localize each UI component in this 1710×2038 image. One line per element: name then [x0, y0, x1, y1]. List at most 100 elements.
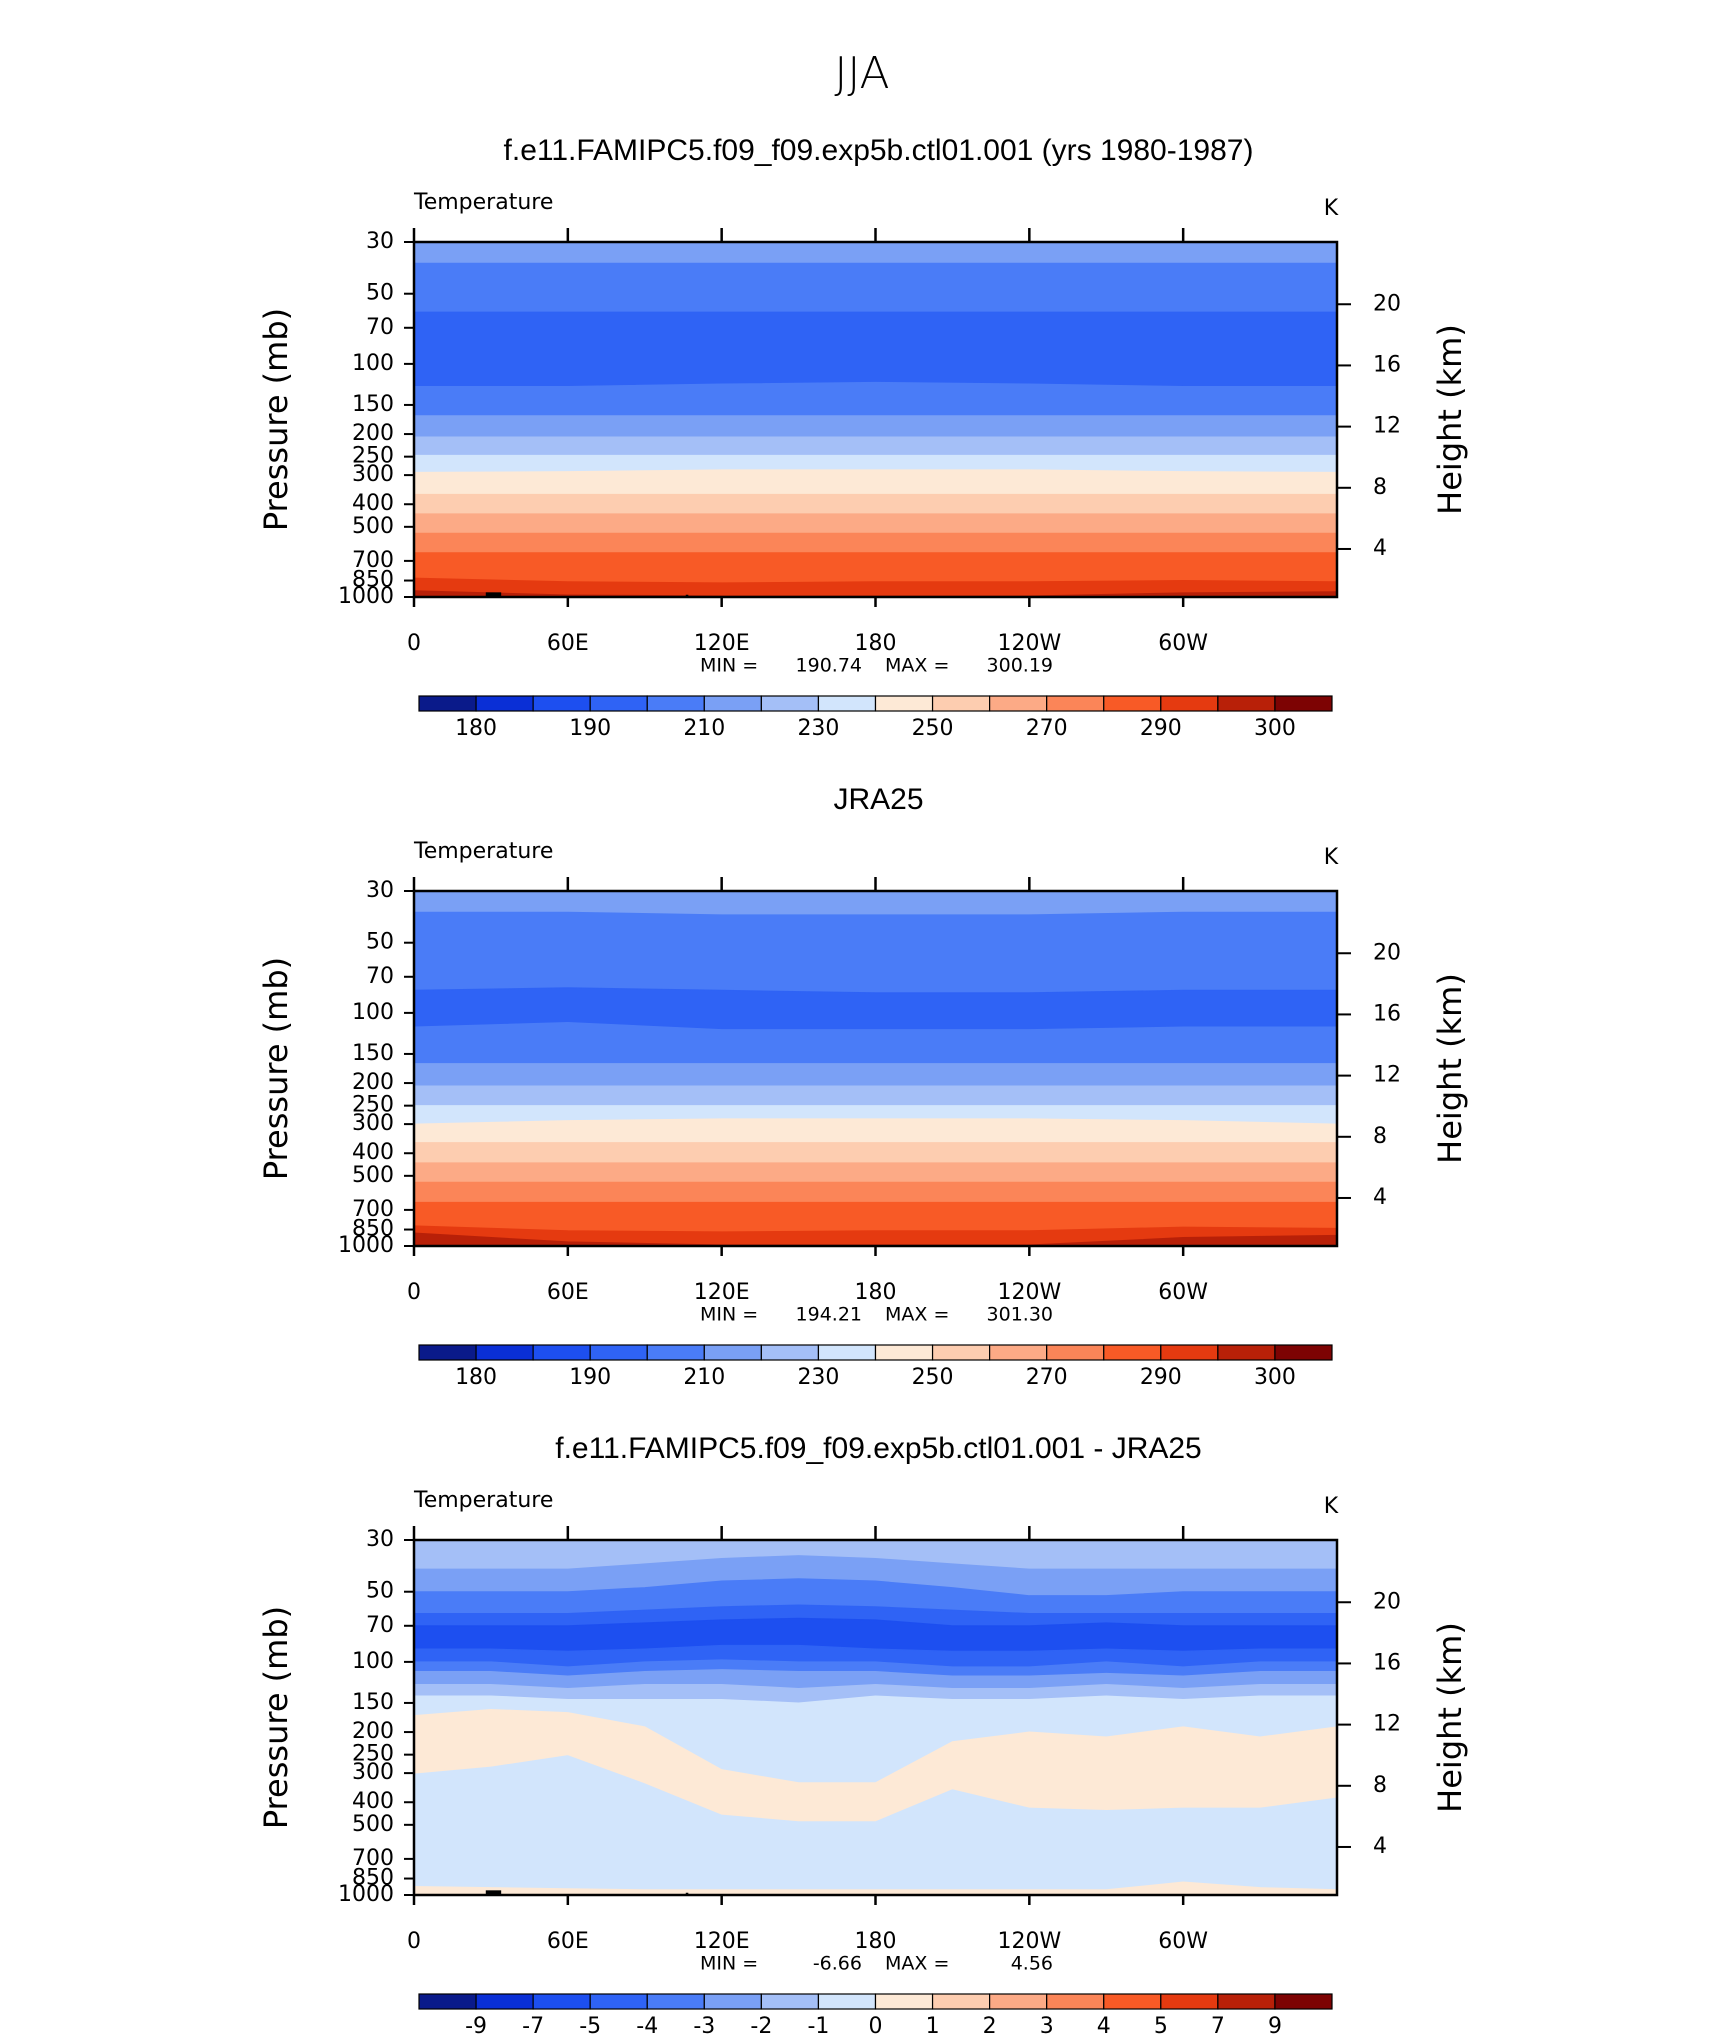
y2-axis-label: Height (km) [1431, 1622, 1469, 1813]
x-tick-label: 60E [547, 1280, 589, 1305]
colorbar-label: -4 [636, 2014, 658, 2038]
y-tick-label: 200 [352, 1070, 394, 1095]
colorbar-box [1274, 1993, 1333, 2010]
y2-tick-label: 4 [1373, 1834, 1387, 1859]
y2-tick-label: 20 [1373, 1589, 1401, 1614]
field [414, 242, 1337, 597]
contour-band [414, 532, 1337, 554]
contour-band [414, 381, 1337, 417]
contour-band [414, 1142, 1337, 1164]
min-value: 194.21 [796, 1304, 862, 1326]
colorbar-label: 190 [569, 716, 611, 741]
colorbar-label: -1 [807, 2014, 829, 2038]
y-tick-label: 50 [366, 930, 394, 955]
y-tick-label: 250 [352, 1093, 394, 1118]
min-value: 190.74 [796, 655, 862, 677]
colorbar-label: 3 [1040, 2014, 1054, 2038]
colorbar-box [760, 695, 820, 712]
colorbar-box [931, 1344, 991, 1361]
colorbar-box [589, 1993, 648, 2010]
y-tick-label: 30 [366, 1527, 394, 1552]
colorbar-label: 1 [926, 2014, 940, 2038]
y-tick-label: 850 [352, 1866, 394, 1891]
colorbar-label: 300 [1254, 1365, 1296, 1390]
y-axis-label: Pressure (mb) [257, 308, 295, 531]
colorbar-label: 210 [683, 716, 725, 741]
x-tick-label: 0 [407, 1929, 421, 1954]
colorbar-box [1103, 1993, 1162, 2010]
y2-tick-label: 20 [1373, 291, 1401, 316]
colorbar-box [1046, 1993, 1105, 2010]
colorbar-box [1217, 1344, 1276, 1361]
min-label: MIN = [700, 1304, 758, 1326]
y-tick-label: 400 [352, 1140, 394, 1165]
colorbar-box [1046, 695, 1105, 712]
x-tick-label: 180 [855, 631, 897, 656]
y-tick-label: 100 [352, 351, 394, 376]
colorbar-box [475, 1993, 534, 2010]
contour-band [414, 1063, 1337, 1087]
colorbar-label: 290 [1140, 1365, 1182, 1390]
colorbar-box [760, 1993, 820, 2010]
colorbar-box [1103, 695, 1162, 712]
contour-band [414, 1162, 1337, 1183]
y-tick-label: 70 [366, 1613, 394, 1638]
y-tick-label: 100 [352, 1649, 394, 1674]
contour-band [414, 1118, 1337, 1144]
max-label: MAX = [885, 1304, 949, 1326]
x-tick-label: 60E [547, 1929, 589, 1954]
contour-band [414, 1232, 1337, 1246]
y2-tick-label: 16 [1373, 1650, 1401, 1675]
y-tick-label: 400 [352, 1789, 394, 1814]
y-tick-label: 250 [352, 1742, 394, 1767]
colorbar-box [475, 1344, 534, 1361]
colorbar-box [1274, 1344, 1333, 1361]
colorbar-label: 250 [912, 1365, 954, 1390]
colorbar-box [760, 1344, 820, 1361]
colorbar-box [817, 1993, 877, 2010]
colorbar-box [1160, 1344, 1219, 1361]
colorbar-box [646, 695, 705, 712]
colorbar-box [874, 1344, 934, 1361]
y2-tick-label: 4 [1373, 536, 1387, 561]
max-value: 300.19 [987, 655, 1053, 677]
colorbar-box [703, 1344, 762, 1361]
colorbar-label: -7 [522, 2014, 544, 2038]
colorbar-box [646, 1344, 705, 1361]
colorbar-label: -9 [465, 2014, 487, 2038]
colorbar-box [532, 1344, 591, 1361]
y-axis-label: Pressure (mb) [257, 1606, 295, 1829]
min-label: MIN = [700, 655, 758, 677]
y-tick-label: 150 [352, 1690, 394, 1715]
colorbar-label: 290 [1140, 716, 1182, 741]
y-tick-label: 300 [352, 1111, 394, 1136]
contour-band [414, 242, 1337, 264]
colorbar-box [931, 1993, 991, 2010]
contour-band [414, 1085, 1337, 1107]
colorbar-box [418, 1344, 477, 1361]
colorbar-box [589, 1344, 648, 1361]
y2-tick-label: 20 [1373, 940, 1401, 965]
y-tick-label: 150 [352, 1041, 394, 1066]
y-tick-label: 850 [352, 568, 394, 593]
colorbar-label: 230 [797, 1365, 839, 1390]
x-tick-label: 120E [694, 1280, 750, 1305]
colorbar-box [418, 695, 477, 712]
variable-label: Temperature [413, 839, 553, 864]
x-tick-label: 0 [407, 1280, 421, 1305]
colorbar-box [817, 695, 877, 712]
y-tick-label: 70 [366, 964, 394, 989]
y-tick-label: 1000 [338, 1233, 394, 1258]
y2-tick-label: 12 [1373, 414, 1401, 439]
figure-title: JJA [834, 48, 889, 99]
colorbar-box [1160, 1993, 1219, 2010]
contour-band [414, 513, 1337, 534]
contour-band [414, 590, 1337, 597]
y-tick-label: 500 [352, 1812, 394, 1837]
colorbar-box [989, 695, 1048, 712]
max-label: MAX = [885, 655, 949, 677]
x-tick-label: 60W [1158, 1929, 1208, 1954]
colorbar-box [817, 1344, 877, 1361]
min-label: MIN = [700, 1953, 758, 1975]
